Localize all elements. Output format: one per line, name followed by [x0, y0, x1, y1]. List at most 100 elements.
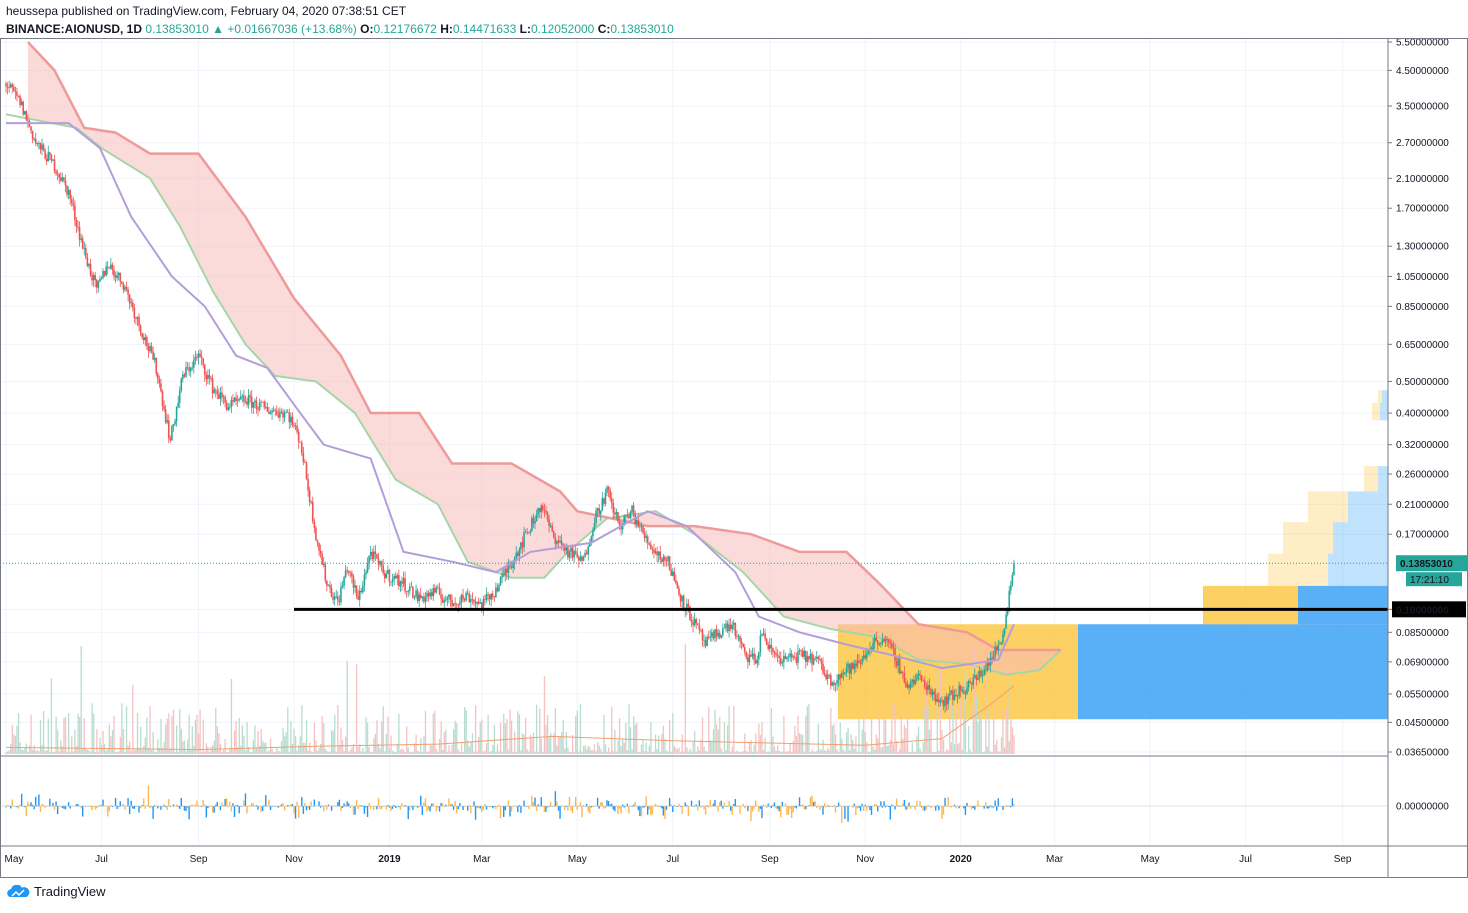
- candle-body: [106, 266, 109, 268]
- volume-bar: [659, 751, 661, 754]
- oscillator-bar: [528, 806, 530, 809]
- y-tick-label: 1.30000000: [1396, 242, 1449, 253]
- candle-body: [747, 657, 749, 663]
- candle-body: [504, 568, 507, 576]
- oscillator-bar: [617, 806, 619, 815]
- oscillator-bar: [179, 806, 181, 809]
- candle-body: [814, 657, 816, 659]
- volume-bar: [908, 751, 910, 754]
- candle-body: [507, 565, 510, 573]
- oscillator-bar: [898, 806, 901, 807]
- oscillator-bar: [967, 806, 970, 807]
- candle-body: [516, 552, 519, 556]
- oscillator-bar: [310, 801, 312, 807]
- volume-bar: [911, 742, 913, 754]
- candle-body: [786, 656, 788, 660]
- oscillator-bar: [479, 806, 481, 809]
- candle-body: [225, 402, 228, 410]
- oscillator-bar: [623, 806, 625, 808]
- candle-body: [731, 624, 734, 629]
- profile-row-down: [1078, 624, 1388, 720]
- candle-body: [681, 595, 683, 602]
- volume-bar: [700, 739, 702, 754]
- oscillator-bar: [20, 793, 23, 807]
- candle-body: [38, 143, 40, 144]
- candle-body: [81, 238, 84, 249]
- volume-bar: [401, 748, 403, 754]
- volume-bar: [492, 745, 494, 754]
- oscillator-bar: [183, 806, 186, 811]
- volume-bar: [576, 710, 578, 754]
- candle-body: [891, 643, 893, 648]
- candle-body: [193, 359, 195, 368]
- volume-bar: [310, 751, 312, 754]
- oscillator-bar: [108, 806, 110, 812]
- oscillator-bar: [913, 806, 915, 808]
- oscillator-bar: [63, 806, 65, 809]
- volume-bar: [567, 747, 569, 754]
- candle-body: [897, 658, 899, 666]
- volume-bar: [77, 713, 79, 754]
- volume-bar: [94, 751, 96, 754]
- candle-body: [27, 120, 29, 122]
- candle-body: [714, 629, 716, 639]
- candle-body: [599, 510, 602, 515]
- volume-bar: [509, 709, 511, 754]
- candle-body: [554, 537, 557, 544]
- volume-bar: [304, 742, 306, 754]
- oscillator-bar: [532, 802, 535, 807]
- oscillator-bar: [902, 803, 904, 807]
- oscillator-bar: [107, 806, 109, 817]
- volume-bar: [426, 751, 428, 754]
- volume-bar: [681, 734, 683, 754]
- symbol-label[interactable]: BINANCE:AIONUSD, 1D: [6, 22, 143, 36]
- candle-body: [538, 508, 541, 512]
- candle-body: [407, 590, 410, 592]
- oscillator-bar: [160, 806, 162, 810]
- footer-brand[interactable]: TradingView: [34, 884, 106, 899]
- y-tick-label: 0.50000000: [1396, 377, 1449, 388]
- candle-body: [385, 573, 388, 579]
- candles: [5, 80, 1015, 713]
- candle-body: [351, 572, 353, 577]
- volume-bar: [861, 729, 863, 754]
- volume-bar: [50, 678, 53, 754]
- indicator-lines: [0, 122, 1388, 670]
- volume-bar: [305, 720, 308, 754]
- volume-bar: [196, 714, 198, 754]
- oscillator-bar: [219, 806, 222, 811]
- y-tick-label: 2.70000000: [1396, 138, 1449, 149]
- volume-bar: [462, 752, 464, 754]
- volume-bar: [204, 751, 206, 754]
- candle-body: [241, 395, 244, 397]
- volume-bar: [553, 733, 555, 754]
- candle-body: [58, 173, 61, 178]
- volume-bar: [690, 751, 693, 754]
- oscillator-bar: [661, 806, 663, 809]
- oscillator-bar: [859, 806, 862, 812]
- profile-row-up: [1203, 585, 1298, 625]
- oscillator-bar: [149, 806, 151, 809]
- volume-bar: [404, 751, 406, 754]
- volume-bar: [922, 742, 924, 754]
- oscillator-bar: [845, 806, 848, 807]
- volume-bar: [764, 737, 766, 754]
- candle-body: [815, 656, 818, 659]
- volume-bar: [100, 745, 103, 754]
- candle-body: [704, 640, 707, 647]
- oscillator-bar: [41, 803, 43, 807]
- candle-body: [347, 570, 350, 573]
- candle-body: [158, 379, 161, 384]
- volume-bar: [501, 751, 503, 754]
- candle-body: [418, 594, 420, 602]
- candle-body: [189, 367, 192, 372]
- candle-body: [617, 512, 619, 522]
- oscillator-bar: [409, 806, 411, 811]
- volume-bar: [586, 749, 588, 754]
- oscillator-bar: [822, 806, 824, 815]
- oscillator-bar: [111, 806, 114, 808]
- volume-bar: [556, 745, 558, 754]
- price-chart[interactable]: 0.00000000 5.500000004.500000003.5000000…: [0, 38, 1468, 878]
- candle-body: [332, 596, 334, 600]
- oscillator-bar: [49, 798, 51, 807]
